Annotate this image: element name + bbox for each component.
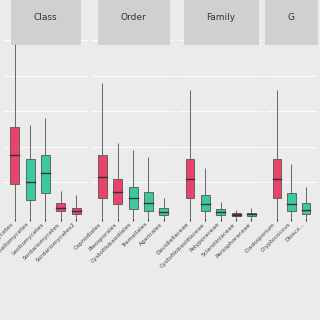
Bar	[216, 209, 225, 215]
Bar	[26, 159, 35, 200]
Title: G: G	[288, 12, 295, 22]
Bar	[56, 203, 65, 211]
Bar	[98, 156, 107, 198]
Title: Class: Class	[34, 12, 57, 22]
Bar	[287, 194, 296, 211]
Bar	[129, 188, 138, 209]
Title: Order: Order	[120, 12, 146, 22]
Bar	[159, 208, 168, 215]
Bar	[186, 159, 195, 198]
Bar	[273, 159, 281, 198]
Bar	[144, 192, 153, 211]
Bar	[10, 127, 19, 184]
Bar	[247, 212, 256, 216]
Title: Family: Family	[206, 12, 235, 22]
Bar	[201, 195, 210, 211]
Bar	[41, 156, 50, 193]
Bar	[232, 213, 241, 216]
Bar	[113, 179, 122, 204]
Bar	[302, 204, 310, 214]
Bar	[72, 208, 81, 214]
